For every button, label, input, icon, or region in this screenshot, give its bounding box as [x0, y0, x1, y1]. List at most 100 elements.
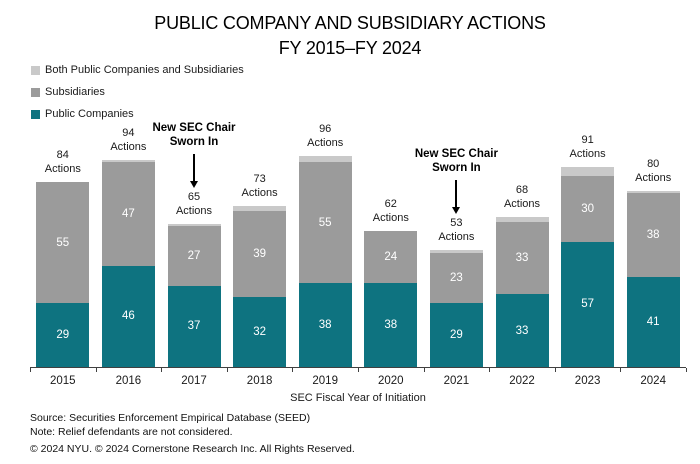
bar-segment-2016-public-companies: 46 — [101, 265, 155, 367]
segment-value-label: 33 — [515, 252, 529, 265]
segment-value-label: 38 — [646, 228, 660, 241]
total-label-2019: 96 Actions — [307, 122, 344, 149]
x-axis-tick — [95, 368, 97, 372]
x-tick-label-2015: 2015 — [50, 375, 76, 387]
bar-segment-2023-public-companies: 57 — [561, 241, 615, 367]
bar-segment-2019-both-public-companies-and-subsidiaries — [298, 155, 352, 163]
legend-swatch-public-companies — [31, 109, 40, 119]
x-axis-tick — [686, 368, 687, 372]
bar-segment-2017-subsidiaries: 27 — [167, 226, 221, 286]
bar-segment-2019-public-companies: 38 — [298, 283, 352, 367]
x-axis-tick — [554, 368, 556, 372]
segment-value-label: 23 — [449, 271, 463, 284]
legend-swatch-subsidiaries — [31, 87, 40, 97]
legend-label-subsidiaries: Subsidiaries — [45, 86, 105, 98]
segment-value-label: 27 — [187, 249, 201, 262]
bar-segment-2022-public-companies: 33 — [495, 294, 549, 367]
bar-segment-2024-subsidiaries: 38 — [626, 193, 680, 277]
x-tick-label-2023: 2023 — [574, 375, 601, 387]
x-axis-tick — [423, 368, 425, 372]
chart-title-line1: PUBLIC COMPANY AND SUBSIDIARY ACTIONS — [154, 13, 546, 33]
bar-segment-2015-subsidiaries: 55 — [36, 182, 90, 304]
segment-value-label: 29 — [56, 329, 70, 342]
x-axis-tick — [358, 368, 359, 372]
segment-value-label: 55 — [56, 236, 70, 249]
annotation-new-sec-chair: New SEC Chair Sworn In — [414, 148, 498, 175]
bar-segment-2020-subsidiaries: 24 — [364, 230, 418, 284]
x-tick-label-2018: 2018 — [246, 375, 273, 387]
segment-value-label: 57 — [581, 298, 594, 311]
segment-value-label: 39 — [253, 247, 266, 260]
annotation-arrow — [455, 180, 458, 208]
segment-value-label: 38 — [318, 319, 332, 332]
legend-label-public-companies: Public Companies — [45, 108, 134, 120]
x-tick-label-2017: 2017 — [181, 375, 207, 387]
segment-value-label: 37 — [187, 320, 201, 333]
bar-segment-2018-subsidiaries: 39 — [233, 210, 287, 297]
bar-segment-2021-subsidiaries: 23 — [429, 252, 483, 304]
bar-segment-2018-both-public-companies-and-subsidiaries — [233, 206, 287, 211]
annotation-arrowhead — [452, 207, 461, 215]
x-axis-tick — [620, 368, 622, 372]
segment-value-label: 46 — [121, 310, 135, 323]
legend-item-public-companies: Public Companies — [31, 108, 134, 120]
segment-value-label: 33 — [515, 324, 529, 337]
segment-value-label: 32 — [253, 325, 266, 338]
bar-segment-2023-both-public-companies-and-subsidiaries — [561, 166, 615, 176]
annotation-arrowhead — [190, 181, 198, 188]
legend-item-subsidiaries: Subsidiaries — [31, 86, 105, 98]
bar-segment-2020-public-companies: 38 — [364, 283, 418, 367]
x-tick-label-2024: 2024 — [640, 375, 666, 387]
x-axis-line — [30, 367, 686, 368]
bar-segment-2018-public-companies: 32 — [233, 296, 287, 367]
x-tick-label-2016: 2016 — [115, 375, 142, 387]
legend-swatch-both — [31, 65, 40, 75]
bar-segment-2021-public-companies: 29 — [429, 303, 483, 367]
bar-segment-2019-subsidiaries: 55 — [298, 162, 352, 284]
x-axis-title: SEC Fiscal Year of Initiation — [290, 392, 426, 404]
annotation-new-sec-chair: New SEC Chair Sworn In — [152, 122, 236, 148]
total-label-2023: 91 Actions — [569, 133, 606, 160]
segment-value-label: 55 — [318, 216, 332, 229]
segment-value-label: 41 — [646, 315, 660, 328]
bar-segment-2022-both-public-companies-and-subsidiaries — [495, 217, 549, 222]
copyright-note: © 2024 NYU. © 2024 Cornerstone Research … — [30, 443, 355, 455]
bar-segment-2016-both-public-companies-and-subsidiaries — [101, 160, 155, 163]
legend-item-both: Both Public Companies and Subsidiaries — [31, 64, 244, 76]
segment-value-label: 38 — [384, 319, 398, 332]
segment-value-label: 47 — [121, 208, 135, 221]
legend-label-both: Both Public Companies and Subsidiaries — [45, 64, 244, 76]
x-axis-tick — [161, 368, 163, 372]
x-tick-label-2021: 2021 — [443, 375, 470, 387]
bar-segment-2024-both-public-companies-and-subsidiaries — [626, 191, 680, 194]
total-label-2021: 53 Actions — [438, 217, 475, 244]
bar-segment-2023-subsidiaries: 30 — [561, 175, 615, 242]
total-label-2017: 65 Actions — [175, 191, 213, 217]
x-tick-label-2020: 2020 — [378, 375, 404, 387]
annotation-arrow — [193, 154, 195, 181]
x-axis-tick — [226, 368, 228, 372]
segment-value-label: 24 — [384, 250, 398, 263]
chart-title-line2: FY 2015–FY 2024 — [278, 38, 422, 58]
total-label-2015: 84 Actions — [44, 149, 81, 176]
bar-segment-2016-subsidiaries: 47 — [101, 162, 155, 266]
x-tick-label-2019: 2019 — [312, 375, 338, 387]
total-label-2024: 80 Actions — [635, 158, 672, 184]
x-tick-label-2022: 2022 — [509, 375, 535, 387]
segment-value-label: 29 — [449, 329, 463, 342]
total-label-2020: 62 Actions — [372, 197, 409, 224]
segment-value-label: 30 — [581, 202, 594, 215]
bar-segment-2015-public-companies: 29 — [36, 303, 90, 367]
bar-segment-2017-public-companies: 37 — [167, 285, 221, 367]
method-note: Note: Relief defendants are not consider… — [30, 426, 233, 438]
source-note: Source: Securities Enforcement Empirical… — [30, 412, 311, 424]
bar-segment-2017-both-public-companies-and-subsidiaries — [167, 224, 221, 227]
x-axis-tick — [30, 368, 31, 372]
x-axis-tick — [292, 368, 294, 372]
bar-segment-2022-subsidiaries: 33 — [495, 221, 549, 295]
bar-segment-2024-public-companies: 41 — [626, 276, 680, 367]
total-label-2018: 73 Actions — [241, 173, 278, 200]
bar-segment-2021-both-public-companies-and-subsidiaries — [429, 250, 483, 253]
total-label-2016: 94 Actions — [110, 127, 147, 154]
